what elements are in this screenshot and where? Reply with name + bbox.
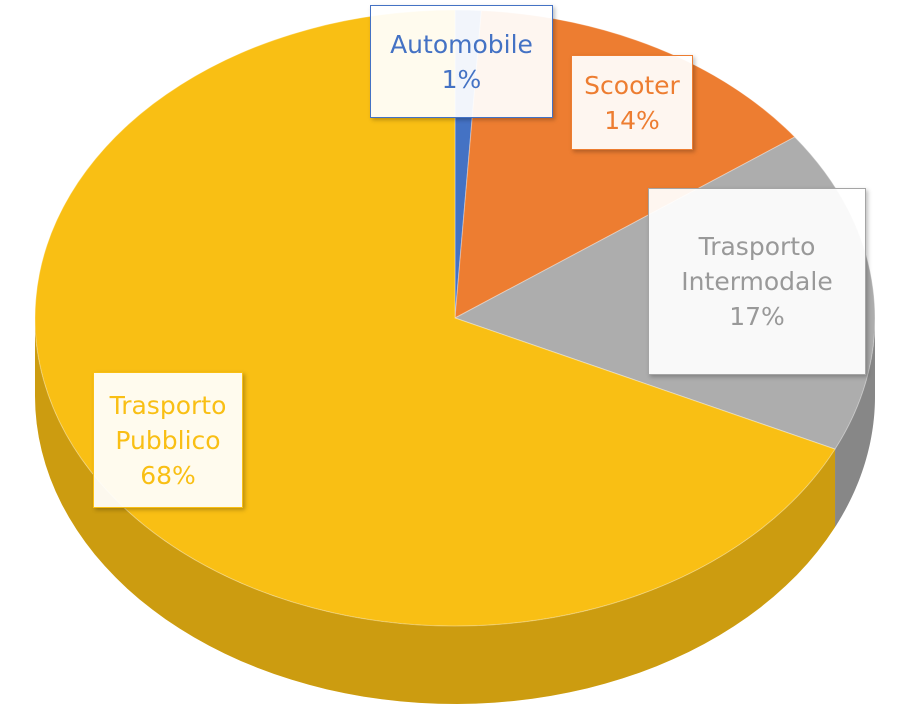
category-label: Automobile [390,29,533,59]
slice-side [35,318,836,704]
category-label: Trasporto Pubblico [109,390,227,455]
data-label: Trasporto Pubblico 68% [93,372,243,508]
value-label: 14% [604,105,660,135]
slice-side [835,318,875,528]
data-label: Automobile 1% [370,5,553,118]
data-label: Trasporto Intermodale 17% [648,188,866,375]
category-label: Scooter [584,70,680,100]
slice-side-shade [35,318,836,704]
data-label: Scooter 14% [571,55,693,150]
slice-side-shade [835,318,875,528]
category-label: Trasporto Intermodale [681,232,833,296]
value-label: 68% [140,460,196,490]
value-label: 1% [441,64,482,94]
value-label: 17% [729,302,785,331]
